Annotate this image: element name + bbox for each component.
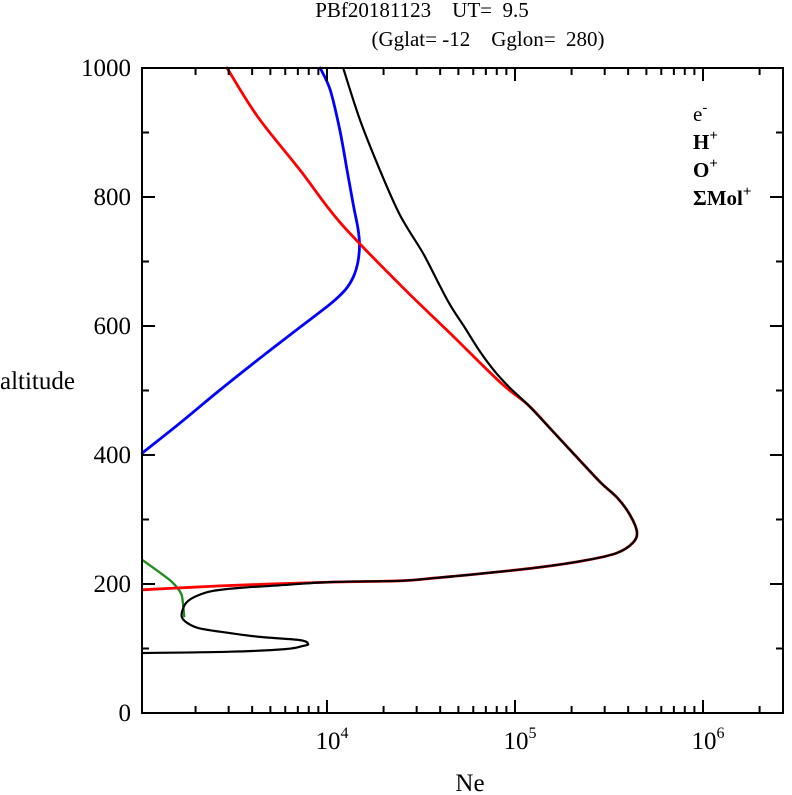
legend-entry-σmol: ΣMol+ [693,184,751,210]
legend-entry-e: e- [693,100,707,126]
y-tick-label: 1000 [81,55,131,82]
curves-layer [140,66,639,655]
axes-layer: 104 105 106 0 200 400 600 800 1000 [81,55,784,755]
hydrogen-ion-curve [140,66,361,455]
y-tick-label: 0 [119,700,132,727]
legend: e-H+O+ΣMol+ [693,100,751,210]
electron-density-curve [140,66,639,655]
oxygen-ion-curve [141,66,639,592]
x-tick-label: 106 [691,725,724,755]
y-tick-label: 400 [94,442,132,469]
x-tick-label: 105 [503,725,536,755]
x-axis-label: Ne [455,770,484,795]
y-tick-label: 600 [94,313,132,340]
chart-subtitle: (Gglat= -12 Gglon= 280) [371,27,604,51]
y-axis-label: altitude [0,368,75,395]
x-tick-label: 104 [315,725,348,755]
legend-entry-h: H+ [693,128,718,154]
molecular-ions-curve [141,558,186,618]
plot-frame [141,67,784,714]
chart-title: PBf20181123 UT= 9.5 [315,0,529,22]
legend-entry-o: O+ [693,156,718,182]
y-tick-label: 200 [94,571,132,598]
y-tick-label: 800 [94,184,132,211]
